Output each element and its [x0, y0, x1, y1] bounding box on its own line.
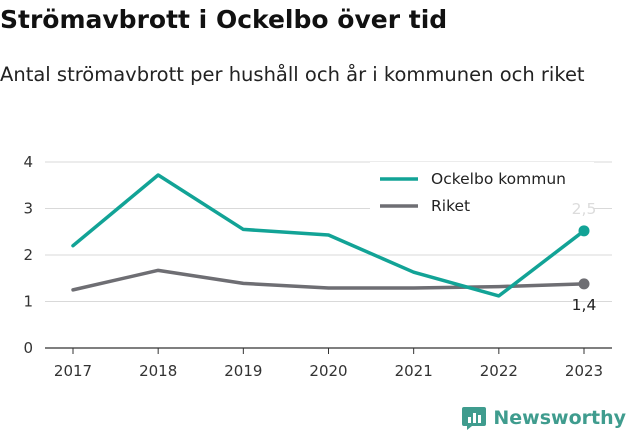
chart-title: Strömavbrott i Ockelbo över tid	[0, 5, 448, 34]
legend-label-ockelbo: Ockelbo kommun	[431, 170, 566, 188]
newsworthy-logo-text: Newsworthy	[493, 407, 626, 429]
y-tick-label: 1	[23, 293, 33, 311]
end-point-riket	[578, 278, 590, 290]
series-line-riket	[71, 268, 586, 292]
x-tick-label: 2017	[54, 362, 92, 380]
newsworthy-logo: Newsworthy	[461, 405, 626, 431]
x-tick-label: 2021	[395, 362, 433, 380]
newsworthy-logo-icon	[462, 407, 487, 430]
legend-box	[370, 162, 594, 224]
series-lines	[71, 173, 590, 298]
end-point-ockelbo	[578, 225, 590, 237]
x-tick-label: 2019	[224, 362, 262, 380]
y-tick-label: 0	[23, 339, 33, 357]
x-tick-label: 2020	[309, 362, 347, 380]
y-tick-label: 3	[23, 200, 33, 218]
end-label-ockelbo: 2,5	[572, 200, 597, 218]
legend-label-riket: Riket	[431, 197, 470, 215]
y-tick-label: 4	[23, 153, 33, 171]
end-label-riket: 1,4	[572, 296, 597, 314]
x-tick-label: 2018	[139, 362, 177, 380]
y-tick-label: 2	[23, 246, 33, 264]
chart-subtitle: Antal strömavbrott per hushåll och år i …	[0, 63, 585, 86]
legend: Ockelbo kommun Riket	[370, 162, 594, 224]
x-tick-label: 2023	[565, 362, 603, 380]
x-tick-label: 2022	[480, 362, 518, 380]
series-line-ockelbo	[71, 173, 586, 298]
x-axis-ticks: 2017 2018 2019 2020 2021 2022 2023	[54, 348, 603, 380]
end-labels: 2,5 1,4	[572, 200, 597, 314]
y-axis-ticks: 0 1 2 3 4	[23, 153, 33, 357]
